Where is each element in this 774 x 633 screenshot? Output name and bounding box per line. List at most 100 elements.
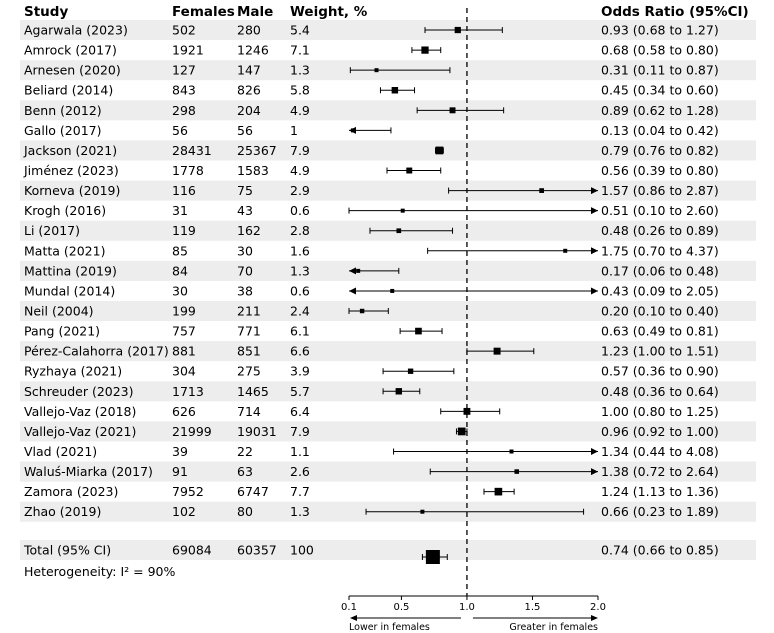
females-count: 502 xyxy=(172,23,196,38)
females-count: 757 xyxy=(172,324,196,339)
odds-ratio-label: 1.00 (0.80 to 1.25) xyxy=(601,404,719,419)
point-estimate-marker xyxy=(514,469,520,474)
females-count: 1778 xyxy=(172,163,204,178)
total-row: Total (95% CI) 69084 60357 100 0.74 (0.66 to… xyxy=(23,543,719,564)
females-count: 116 xyxy=(172,183,196,198)
study-name: Vallejo-Vaz (2018) xyxy=(24,404,136,419)
point-estimate-marker xyxy=(454,26,461,34)
weight-value: 2.9 xyxy=(290,183,310,198)
point-estimate-marker xyxy=(494,487,503,496)
study-ci-arrow-right xyxy=(591,468,598,476)
study-row: Arnesen (2020) 127 147 1.3 0.31 (0.11 to 0.8… xyxy=(24,63,719,78)
male-count: 147 xyxy=(237,63,261,78)
study-name: Krogh (2016) xyxy=(24,203,106,218)
females-count: 119 xyxy=(172,223,196,238)
male-count: 826 xyxy=(237,83,261,98)
x-tick-label: 2.0 xyxy=(590,602,606,613)
odds-ratio-label: 0.48 (0.26 to 0.89) xyxy=(601,223,719,238)
weight-value: 2.8 xyxy=(290,223,310,238)
weight-value: 1 xyxy=(290,123,298,138)
total-odds-ratio-label: 0.74 (0.66 to 0.85) xyxy=(601,543,719,558)
study-row: Zhao (2019) 102 80 1.3 0.66 (0.23 to 1.89) xyxy=(24,504,719,519)
study-ci-arrow-right xyxy=(591,187,598,195)
male-count: 43 xyxy=(237,203,253,218)
females-count: 102 xyxy=(172,504,196,519)
weight-value: 1.3 xyxy=(290,263,310,278)
weight-value: 1.3 xyxy=(290,504,310,519)
header-weight: Weight, % xyxy=(290,4,368,20)
odds-ratio-label: 1.23 (1.00 to 1.51) xyxy=(601,344,719,359)
study-name: Zamora (2023) xyxy=(24,484,118,499)
point-estimate-marker xyxy=(400,208,405,213)
odds-ratio-label: 1.34 (0.44 to 4.08) xyxy=(601,444,719,459)
odds-ratio-label: 0.93 (0.68 to 1.27) xyxy=(601,23,719,38)
females-count: 85 xyxy=(172,243,188,258)
study-name: Mattina (2019) xyxy=(24,263,117,278)
study-name: Agarwala (2023) xyxy=(24,23,128,38)
weight-value: 1.1 xyxy=(290,444,310,459)
point-estimate-marker xyxy=(374,68,379,73)
females-count: 56 xyxy=(172,123,188,138)
point-estimate-marker xyxy=(356,268,361,273)
row-shade xyxy=(20,20,756,41)
study-row: Neil (2004) 199 211 2.4 0.20 (0.10 to 0.40) xyxy=(24,304,719,319)
point-estimate-marker xyxy=(539,188,545,193)
point-estimate-marker xyxy=(493,347,501,355)
odds-ratio-label: 1.38 (0.72 to 2.64) xyxy=(601,464,719,479)
study-ci-arrow-right xyxy=(591,448,598,456)
weight-value: 2.6 xyxy=(290,464,310,479)
females-count: 31 xyxy=(172,203,188,218)
study-name: Zhao (2019) xyxy=(24,504,101,519)
row-shade xyxy=(20,461,756,482)
male-count: 162 xyxy=(237,223,261,238)
point-estimate-marker xyxy=(395,388,403,395)
study-row: Mundal (2014) 30 38 0.6 0.43 (0.09 to 2.05) xyxy=(24,283,719,298)
females-count: 1713 xyxy=(172,384,204,399)
odds-ratio-label: 0.63 (0.49 to 0.81) xyxy=(601,324,719,339)
total-label: Total (95% CI) xyxy=(23,543,111,558)
study-row: Beliard (2014) 843 826 5.8 0.45 (0.34 to 0.6… xyxy=(24,83,719,98)
study-row: Schreuder (2023) 1713 1465 5.7 0.48 (0.36 to… xyxy=(24,384,719,399)
male-count: 1465 xyxy=(237,384,269,399)
total-females: 69084 xyxy=(172,543,212,558)
study-row: Korneva (2019) 116 75 2.9 1.57 (0.86 to 2.87… xyxy=(24,183,719,198)
point-estimate-marker xyxy=(457,427,466,436)
heterogeneity-label: Heterogeneity: I² = 90% xyxy=(24,564,176,579)
male-count: 275 xyxy=(237,364,261,379)
study-name: Vlad (2021) xyxy=(24,444,97,459)
male-count: 63 xyxy=(237,464,253,479)
females-count: 881 xyxy=(172,344,196,359)
weight-value: 7.7 xyxy=(290,484,310,499)
header-male: Male xyxy=(237,4,273,20)
lower-in-females-label: Lower in females xyxy=(349,622,430,633)
male-count: 30 xyxy=(237,243,253,258)
study-name: Gallo (2017) xyxy=(24,123,101,138)
point-estimate-marker xyxy=(350,128,355,133)
weight-value: 7.9 xyxy=(290,424,310,439)
point-estimate-marker xyxy=(406,167,413,174)
odds-ratio-label: 0.17 (0.06 to 0.48) xyxy=(601,263,719,278)
total-row-shade xyxy=(20,540,756,560)
male-count: 22 xyxy=(237,444,253,459)
study-row: Vallejo-Vaz (2021) 21999 19031 7.9 0.96 (0.9… xyxy=(24,424,719,439)
weight-value: 5.4 xyxy=(290,23,310,38)
study-name: Jackson (2021) xyxy=(23,143,117,158)
odds-ratio-label: 0.66 (0.23 to 1.89) xyxy=(601,504,719,519)
weight-value: 5.8 xyxy=(290,83,310,98)
odds-ratio-label: 0.20 (0.10 to 0.40) xyxy=(601,304,719,319)
weight-value: 3.9 xyxy=(290,364,310,379)
male-count: 211 xyxy=(237,304,261,319)
study-name: Vallejo-Vaz (2021) xyxy=(24,424,136,439)
study-row: Agarwala (2023) 502 280 5.4 0.93 (0.68 to 1.… xyxy=(24,23,719,38)
point-estimate-marker xyxy=(391,87,399,94)
study-name: Benn (2012) xyxy=(24,103,102,118)
x-tick-label: 1.5 xyxy=(525,602,541,613)
weight-value: 6.6 xyxy=(290,344,310,359)
study-row: Pérez-Calahorra (2017) 881 851 6.6 1.23 (1.0… xyxy=(24,344,719,359)
total-male: 60357 xyxy=(237,543,277,558)
point-estimate-marker xyxy=(407,368,414,374)
females-count: 127 xyxy=(172,63,196,78)
study-name: Li (2017) xyxy=(24,223,80,238)
weight-value: 4.9 xyxy=(290,103,310,118)
study-name: Jiménez (2023) xyxy=(23,163,119,178)
